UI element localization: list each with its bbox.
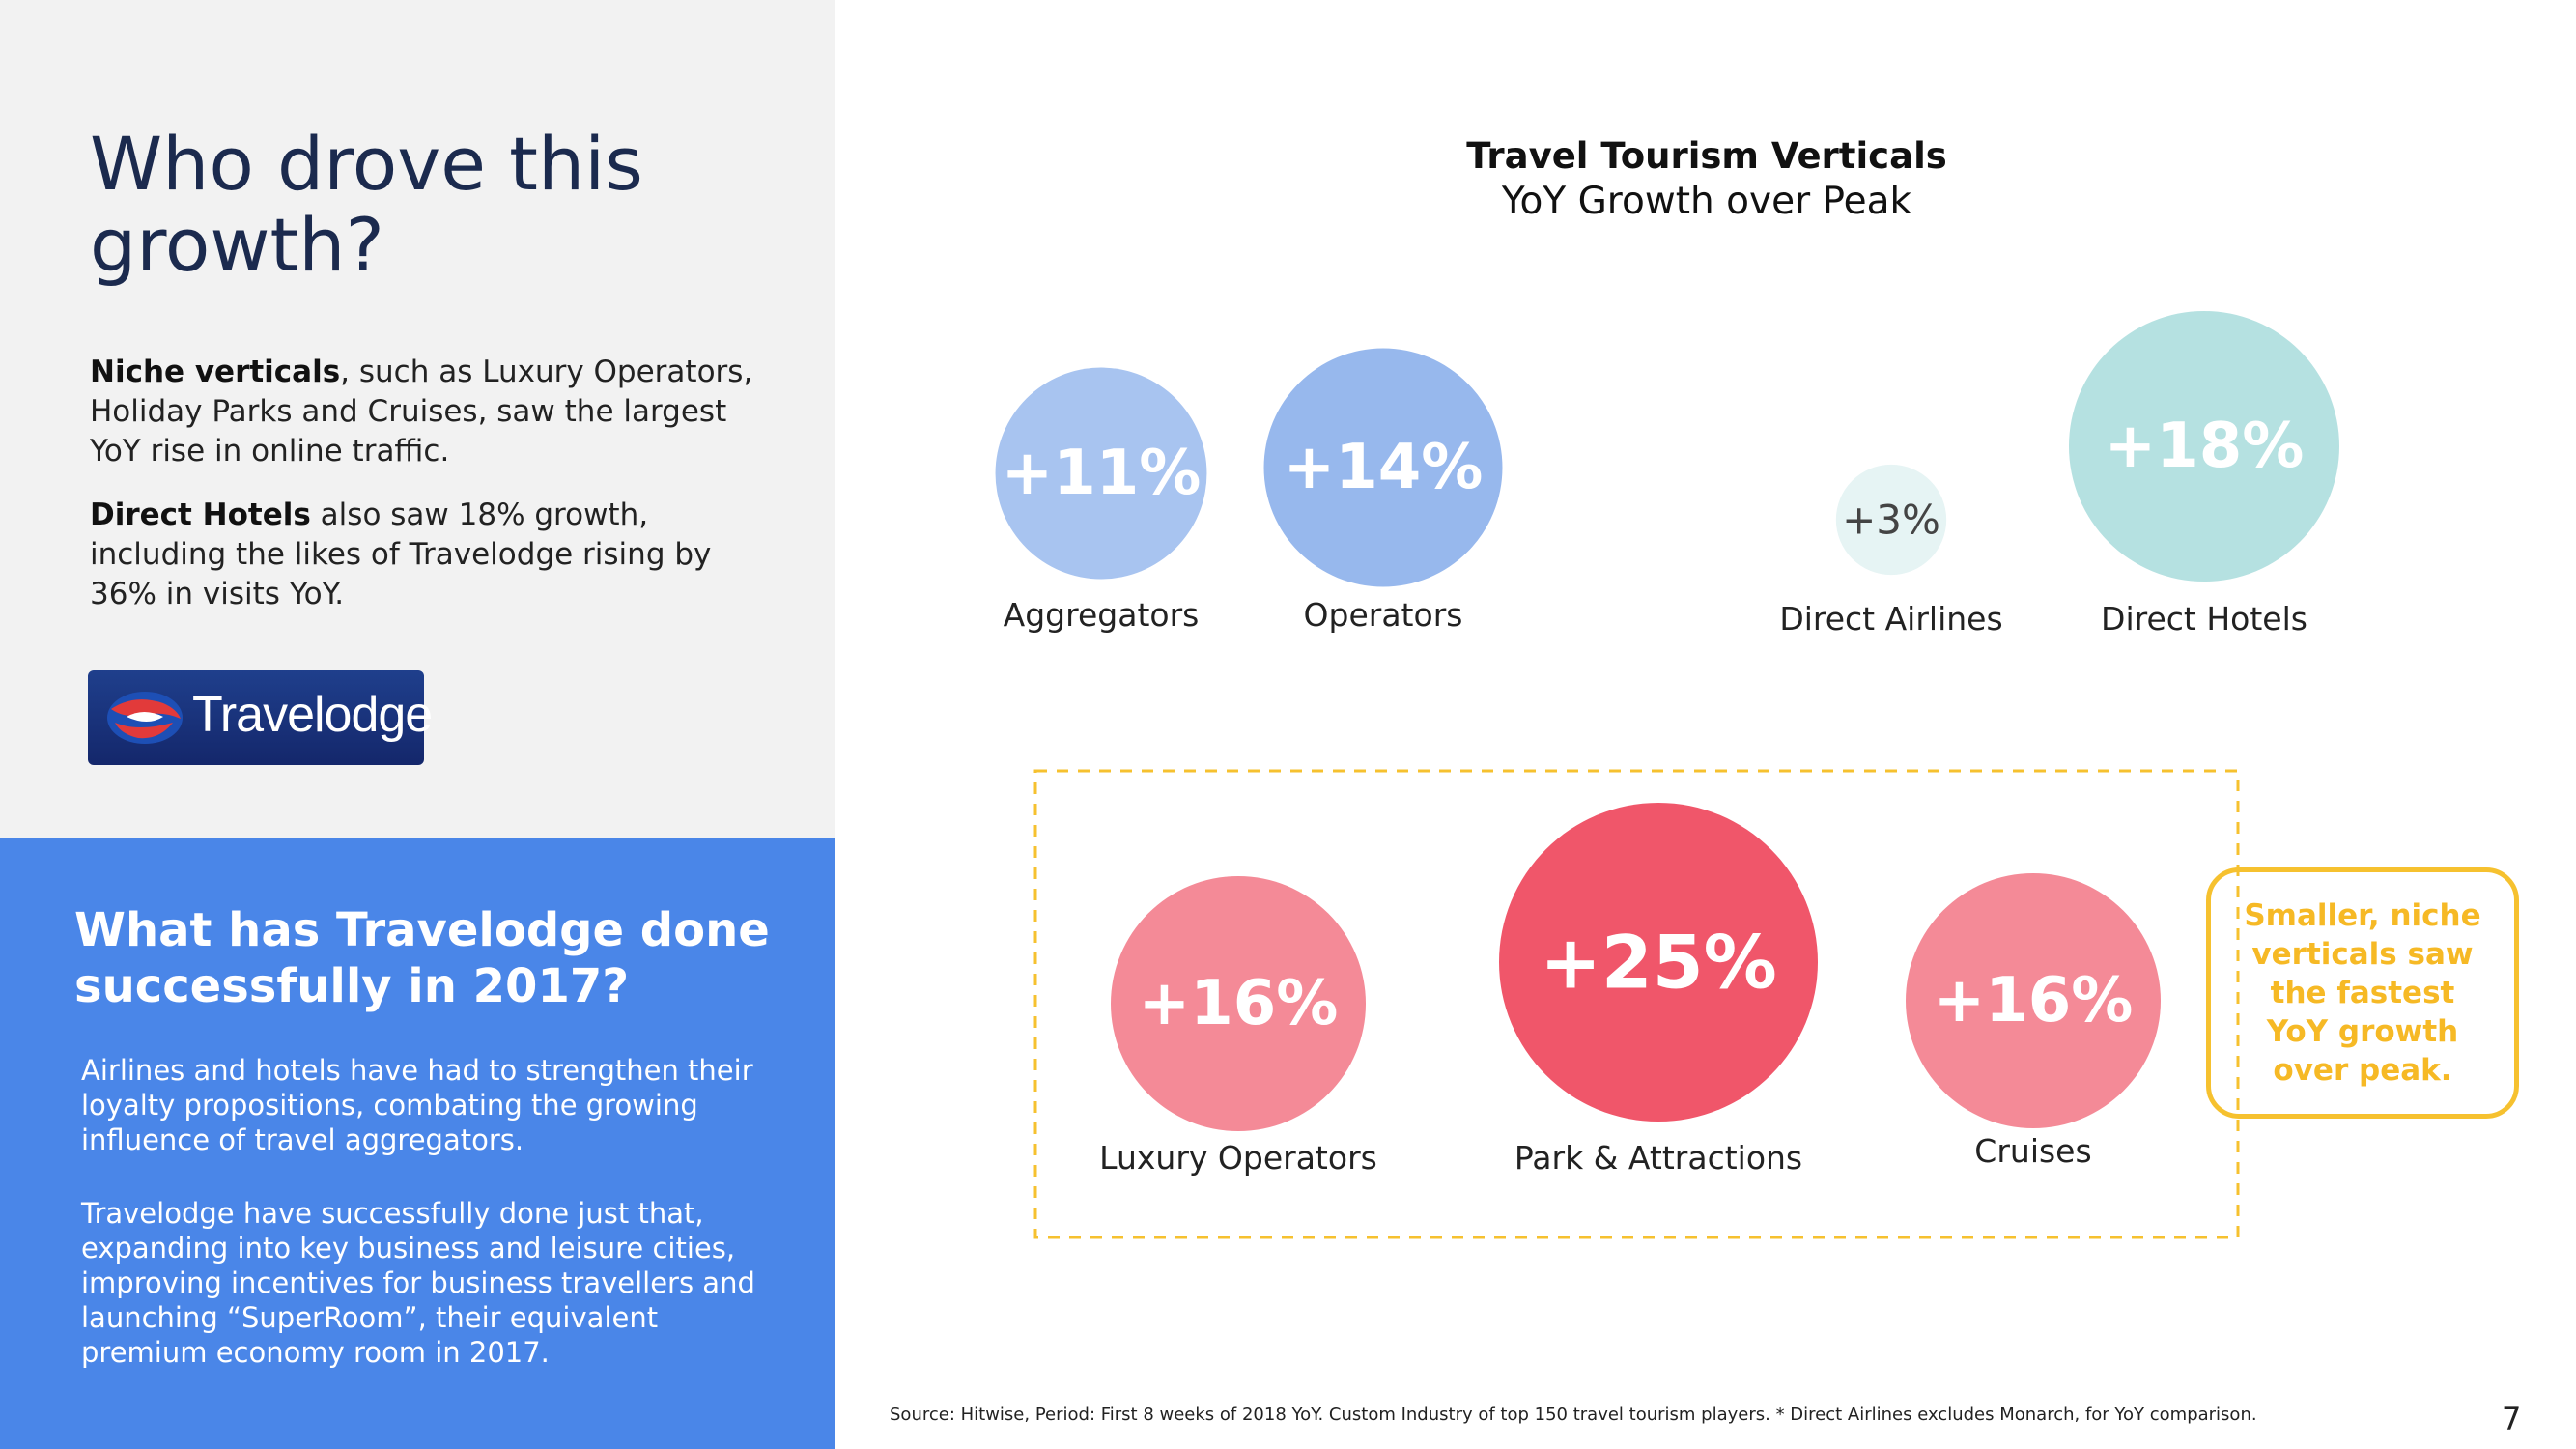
category-label-direct-hotels: Direct Hotels <box>2101 600 2307 638</box>
value-label-operators: +14% <box>1284 432 1484 503</box>
source-note: Source: Hitwise, Period: First 8 weeks o… <box>890 1405 2257 1425</box>
category-label-direct-airlines: Direct Airlines <box>1779 600 2002 638</box>
bubble-direct-airlines <box>1835 464 1947 576</box>
travelodge-panel <box>0 838 835 1449</box>
niche-text: , such as Luxury Operators, Holiday Park… <box>90 355 753 469</box>
hotels-paragraph: Direct Hotels also saw 18% growth, inclu… <box>90 496 785 614</box>
travelodge-question: What has Travelodge done successfully in… <box>74 903 770 1013</box>
bubble-aggregators <box>995 367 1207 580</box>
chart-title: Travel Tourism Verticals <box>1466 135 1947 177</box>
page-title: Who drove this growth? <box>90 121 643 288</box>
bubble-direct-hotels <box>2068 310 2340 582</box>
category-label-aggregators: Aggregators <box>1004 596 1200 634</box>
travelodge-logo: Travelodge <box>88 670 433 765</box>
category-label-operators: Operators <box>1304 596 1463 634</box>
niche-paragraph: Niche verticals, such as Luxury Operator… <box>90 353 785 471</box>
callout-text: Smaller, niche verticals saw the fastest… <box>2244 898 2481 1088</box>
bubble-luxury-operators <box>1111 876 1366 1131</box>
logo-text: Travelodge <box>192 687 433 743</box>
travelodge-paragraph-2: Travelodge have successfully done just t… <box>81 1197 755 1369</box>
value-label-direct-airlines: +3% <box>1842 497 1940 544</box>
value-label-cruises: +16% <box>1934 965 2134 1037</box>
value-label-park-attractions: +25% <box>1540 920 1777 1006</box>
niche-bold: Niche verticals <box>90 355 341 389</box>
bubble-operators <box>1263 348 1503 587</box>
niche-verticals-box <box>1033 769 2240 1239</box>
value-label-direct-hotels: +18% <box>2105 411 2305 482</box>
category-label-luxury-operators: Luxury Operators <box>1099 1139 1377 1177</box>
value-label-aggregators: +11% <box>1002 438 1202 509</box>
bubble-park-attractions <box>1499 803 1818 1122</box>
hotels-bold: Direct Hotels <box>90 497 311 532</box>
travelodge-paragraph-1: Airlines and hotels have had to strength… <box>81 1054 753 1156</box>
category-label-park-attractions: Park & Attractions <box>1514 1139 1802 1177</box>
category-label-cruises: Cruises <box>1974 1132 2091 1170</box>
hotels-text: also saw 18% growth, including the likes… <box>90 497 712 611</box>
value-label-luxury-operators: +16% <box>1139 968 1339 1039</box>
page-number: 7 <box>2502 1401 2522 1437</box>
bubble-cruises <box>1906 873 2161 1128</box>
niche-callout: Smaller, niche verticals saw the fastest… <box>2206 867 2519 1119</box>
travelodge-sleepy-bear-icon <box>107 692 183 744</box>
chart-subtitle: YoY Growth over Peak <box>1501 180 1912 223</box>
